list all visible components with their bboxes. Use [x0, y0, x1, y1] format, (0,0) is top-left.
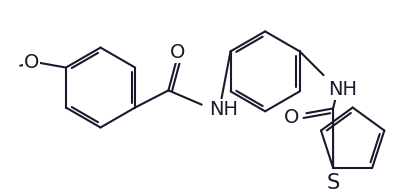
Text: O: O [283, 108, 299, 128]
Text: S: S [326, 173, 340, 192]
Text: NH: NH [209, 100, 238, 119]
Text: O: O [170, 43, 186, 62]
Text: O: O [24, 53, 39, 72]
Text: NH: NH [328, 80, 357, 99]
